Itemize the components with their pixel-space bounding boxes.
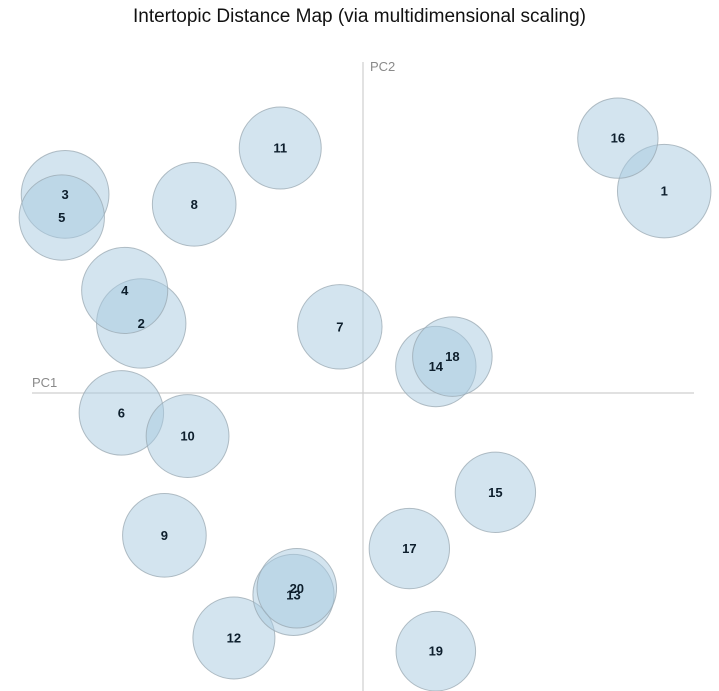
topic-bubble-18[interactable] (412, 316, 493, 397)
topic-bubble-11[interactable] (238, 106, 322, 190)
topic-bubble-7[interactable] (297, 284, 383, 370)
chart-title: Intertopic Distance Map (via multidimens… (132, 6, 587, 27)
topic-label-4: 4 (121, 283, 129, 298)
pc2-axis-label: PC2 (370, 59, 395, 74)
topic-label-8: 8 (191, 197, 198, 212)
topic-label-12: 12 (227, 630, 241, 645)
topic-label-11: 11 (273, 141, 287, 156)
topic-label-6: 6 (118, 405, 125, 420)
topic-bubble-12[interactable] (192, 596, 276, 680)
topic-bubble-9[interactable] (122, 493, 207, 578)
topic-bubble-16[interactable] (577, 97, 659, 179)
topic-bubble-15[interactable] (454, 451, 537, 533)
topic-label-16: 16 (611, 131, 625, 146)
topic-label-13: 13 (286, 587, 300, 602)
pc1-axis-label: PC1 (32, 375, 57, 390)
topic-bubbles (18, 97, 712, 691)
topic-label-20: 20 (290, 581, 304, 596)
topic-bubble-5[interactable] (18, 174, 105, 261)
topic-label-5: 5 (58, 210, 65, 225)
topic-label-1: 1 (661, 184, 668, 199)
topic-bubble-10[interactable] (145, 394, 230, 478)
topic-bubble-17[interactable] (368, 507, 451, 590)
topic-bubble-8[interactable] (151, 162, 237, 247)
topic-bubble-20[interactable] (256, 548, 338, 629)
topic-label-10: 10 (180, 429, 194, 444)
topic-label-3: 3 (61, 187, 68, 202)
topic-label-2: 2 (138, 316, 145, 331)
topic-bubble-4[interactable] (81, 246, 169, 334)
topic-label-19: 19 (429, 644, 443, 659)
topic-label-15: 15 (488, 485, 502, 500)
topic-label-9: 9 (161, 528, 168, 543)
topic-label-7: 7 (336, 319, 343, 334)
topic-label-18: 18 (445, 349, 459, 364)
topic-label-17: 17 (402, 541, 416, 556)
topic-label-14: 14 (429, 359, 444, 374)
